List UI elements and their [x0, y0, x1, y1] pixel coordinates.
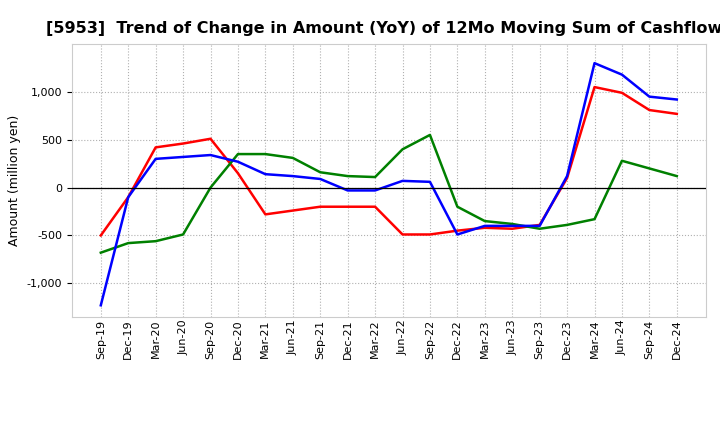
Investing Cashflow — [151, 238, 160, 244]
Investing Cashflow — [233, 151, 242, 157]
Free Cashflow — [261, 172, 270, 177]
Operating Cashflow — [233, 171, 242, 176]
Investing Cashflow — [343, 173, 352, 179]
Investing Cashflow — [618, 158, 626, 163]
Free Cashflow — [645, 94, 654, 99]
Operating Cashflow — [590, 84, 599, 90]
Investing Cashflow — [480, 218, 489, 224]
Operating Cashflow — [289, 208, 297, 213]
Investing Cashflow — [453, 204, 462, 209]
Operating Cashflow — [563, 176, 572, 181]
Free Cashflow — [508, 223, 516, 228]
Investing Cashflow — [508, 221, 516, 227]
Free Cashflow — [233, 159, 242, 165]
Free Cashflow — [480, 223, 489, 228]
Free Cashflow — [316, 176, 325, 182]
Free Cashflow — [289, 173, 297, 179]
Title: [5953]  Trend of Change in Amount (YoY) of 12Mo Moving Sum of Cashflows: [5953] Trend of Change in Amount (YoY) o… — [46, 21, 720, 36]
Free Cashflow — [536, 223, 544, 228]
Free Cashflow — [590, 61, 599, 66]
Investing Cashflow — [179, 232, 187, 237]
Line: Investing Cashflow: Investing Cashflow — [101, 135, 677, 253]
Investing Cashflow — [289, 155, 297, 161]
Investing Cashflow — [398, 147, 407, 152]
Free Cashflow — [453, 232, 462, 237]
Line: Operating Cashflow: Operating Cashflow — [101, 87, 677, 235]
Free Cashflow — [426, 179, 434, 184]
Investing Cashflow — [536, 226, 544, 231]
Operating Cashflow — [343, 204, 352, 209]
Free Cashflow — [206, 152, 215, 158]
Operating Cashflow — [645, 107, 654, 113]
Operating Cashflow — [398, 232, 407, 237]
Investing Cashflow — [645, 166, 654, 171]
Free Cashflow — [618, 72, 626, 77]
Investing Cashflow — [124, 240, 132, 246]
Investing Cashflow — [316, 170, 325, 175]
Line: Free Cashflow: Free Cashflow — [101, 63, 677, 305]
Operating Cashflow — [536, 222, 544, 227]
Investing Cashflow — [206, 185, 215, 190]
Investing Cashflow — [371, 174, 379, 180]
Operating Cashflow — [618, 90, 626, 95]
Operating Cashflow — [206, 136, 215, 141]
Operating Cashflow — [508, 226, 516, 231]
Free Cashflow — [96, 303, 105, 308]
Operating Cashflow — [480, 225, 489, 231]
Free Cashflow — [672, 97, 681, 102]
Free Cashflow — [179, 154, 187, 160]
Operating Cashflow — [261, 212, 270, 217]
Investing Cashflow — [672, 173, 681, 179]
Operating Cashflow — [124, 194, 132, 200]
Free Cashflow — [563, 173, 572, 179]
Operating Cashflow — [672, 111, 681, 117]
Investing Cashflow — [426, 132, 434, 138]
Investing Cashflow — [261, 151, 270, 157]
Operating Cashflow — [426, 232, 434, 237]
Legend: Operating Cashflow, Investing Cashflow, Free Cashflow: Operating Cashflow, Investing Cashflow, … — [139, 438, 639, 440]
Free Cashflow — [151, 156, 160, 161]
Free Cashflow — [398, 178, 407, 183]
Investing Cashflow — [563, 222, 572, 227]
Operating Cashflow — [316, 204, 325, 209]
Investing Cashflow — [96, 250, 105, 255]
Operating Cashflow — [179, 141, 187, 146]
Y-axis label: Amount (million yen): Amount (million yen) — [8, 115, 21, 246]
Free Cashflow — [343, 188, 352, 193]
Investing Cashflow — [590, 216, 599, 222]
Operating Cashflow — [151, 145, 160, 150]
Operating Cashflow — [453, 228, 462, 233]
Free Cashflow — [371, 188, 379, 193]
Free Cashflow — [124, 194, 132, 200]
Operating Cashflow — [96, 233, 105, 238]
Operating Cashflow — [371, 204, 379, 209]
